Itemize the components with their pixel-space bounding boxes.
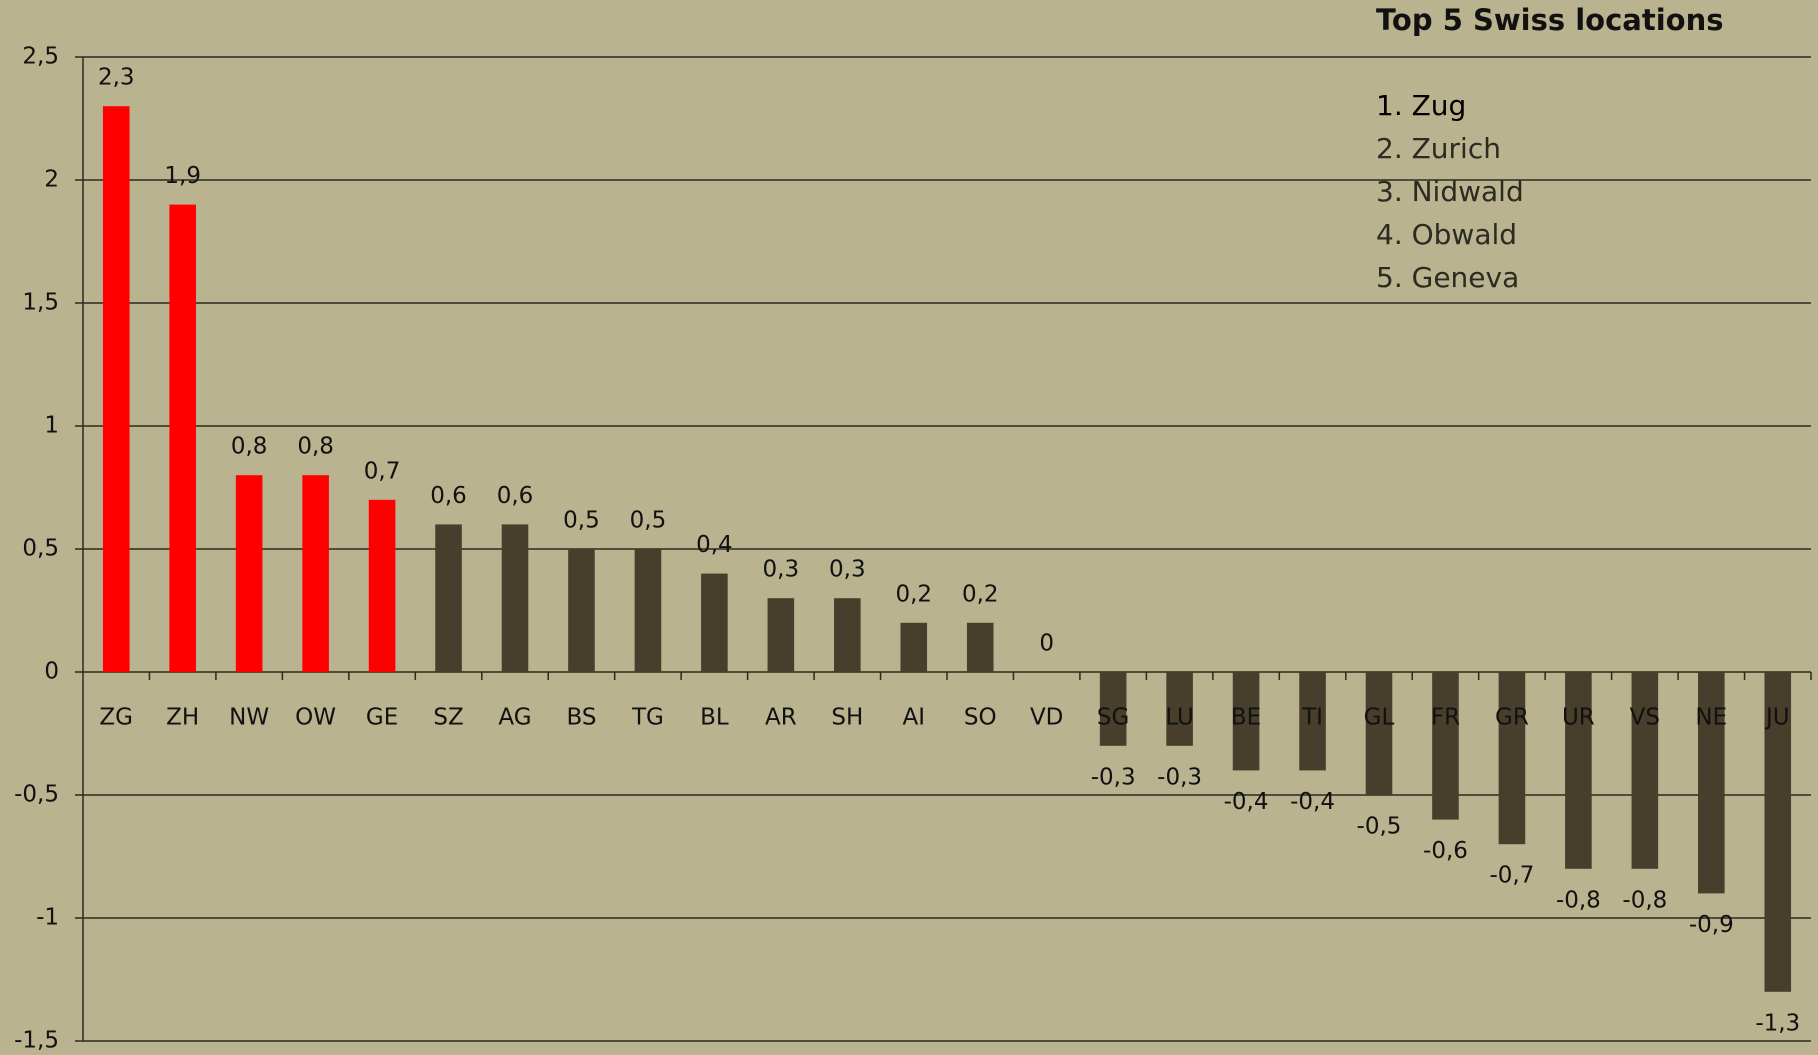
x-tick-label: TG [631,705,664,731]
data-label: 0,8 [231,434,268,460]
data-label: 1,9 [164,163,201,189]
data-label: 0,5 [563,508,600,534]
data-label: 0,6 [430,483,467,509]
x-tick-label: SO [964,705,997,731]
data-label: -0,5 [1357,814,1402,840]
bar [1698,672,1725,894]
data-label: -1,3 [1755,1010,1800,1036]
y-tick-label: 0 [44,659,59,685]
x-tick-label: BS [566,705,596,731]
data-label: -0,8 [1622,887,1667,913]
x-tick-label: ZG [99,705,133,731]
y-tick-label: -1 [36,905,59,931]
annotation-item: 1. Zug [1376,89,1466,122]
bar [235,475,263,672]
x-tick-label: AI [903,705,926,731]
x-tick-label: VD [1030,705,1063,731]
x-tick-label: TI [1301,705,1323,731]
bar [1565,672,1592,869]
bar [1432,672,1459,820]
x-tick-label: JU [1764,705,1790,731]
bar [834,598,861,672]
bar [1166,672,1193,746]
x-tick-label: ZH [166,705,199,731]
data-label: 0,4 [696,532,733,558]
x-tick-label: SG [1097,705,1129,731]
bar [701,573,728,672]
y-tick-label: -1,5 [14,1028,59,1054]
x-tick-label: LU [1165,705,1194,731]
bar [169,204,196,672]
y-tick-label: 1 [44,413,59,439]
x-tick-label: VS [1630,705,1660,731]
annotation-item: 4. Obwald [1376,218,1517,251]
data-label: 0,3 [829,557,866,583]
bar [368,499,396,672]
data-label: 0,8 [297,434,334,460]
bar [1299,672,1326,771]
bar [1365,672,1393,795]
data-label: -0,4 [1224,789,1269,815]
annotation-item: 3. Nidwald [1376,175,1524,208]
x-tick-label: AG [498,705,531,731]
data-label: -0,7 [1489,863,1534,889]
x-tick-label: GR [1495,705,1529,731]
data-label: 0,7 [364,458,401,484]
y-tick-label: 2,5 [22,44,59,70]
bar [568,549,595,672]
data-label: -0,3 [1091,764,1136,790]
data-label: -0,8 [1556,887,1601,913]
y-tick-label: -0,5 [14,782,59,808]
bar [501,524,529,672]
data-label: -0,6 [1423,838,1468,864]
data-label: 0 [1039,631,1054,657]
data-label: 2,3 [98,65,135,91]
bar [1764,672,1792,992]
data-label: -0,3 [1157,764,1202,790]
bar [1232,672,1260,771]
bar [1498,672,1526,845]
bar [900,622,928,672]
x-tick-label: AR [765,705,797,731]
x-tick-label: GE [366,705,398,731]
data-label: 0,2 [962,581,999,607]
y-tick-label: 0,5 [22,536,59,562]
y-tick-label: 2 [44,167,59,193]
data-label: 0,6 [497,483,534,509]
x-tick-label: GL [1364,705,1395,731]
bar [634,549,662,672]
data-label: 0,5 [630,508,667,534]
y-tick-label: 1,5 [22,290,59,316]
x-tick-label: NW [229,705,269,731]
bar [102,106,130,672]
x-tick-label: FR [1431,705,1460,731]
data-label: -0,4 [1290,789,1335,815]
x-tick-label: SZ [433,705,463,731]
bar [1631,672,1659,869]
bar [966,622,994,672]
annotation-title: Top 5 Swiss locations [1376,3,1723,37]
annotation-item: 2. Zurich [1376,132,1501,165]
data-label: -0,9 [1689,912,1734,938]
x-tick-label: SH [831,705,863,731]
x-tick-label: BE [1231,705,1261,731]
bar [767,598,795,672]
data-label: 0,3 [763,557,800,583]
data-label: 0,2 [895,581,932,607]
bar [1099,672,1127,746]
x-tick-label: UR [1562,705,1595,731]
bar [302,475,329,672]
bar [435,524,462,672]
annotation-item: 5. Geneva [1376,261,1519,294]
x-tick-label: BL [700,705,729,731]
x-tick-label: OW [295,705,336,731]
x-tick-label: NE [1695,705,1727,731]
